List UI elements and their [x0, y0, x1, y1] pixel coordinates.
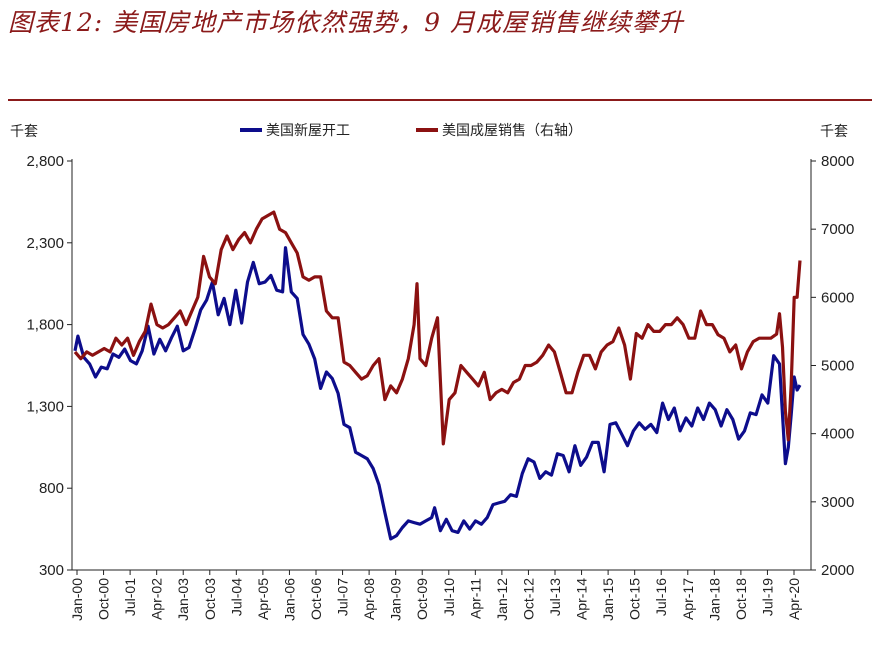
x-tick-label: Jul-04 — [228, 578, 244, 616]
right-tick-label: 2000 — [821, 562, 854, 579]
right-tick-label: 7000 — [821, 221, 854, 238]
series-line-existing-home-sales — [73, 210, 802, 446]
x-tick-label: Jul-10 — [441, 578, 457, 616]
x-tick-label: Jan-06 — [281, 578, 297, 621]
legend-label-starts: 美国新屋开工 — [266, 123, 350, 139]
left-tick-label: 2,300 — [26, 235, 64, 252]
x-tick-label: Jul-13 — [547, 578, 563, 616]
right-tick-label: 5000 — [821, 358, 854, 375]
series-lines — [73, 210, 802, 541]
legend-label-existing-sales: 美国成屋销售（右轴） — [442, 123, 582, 139]
x-tick-label: Jan-18 — [706, 578, 722, 621]
legend: 美国新屋开工 美国成屋销售（右轴） — [240, 123, 582, 139]
left-unit-label: 千套 — [10, 124, 38, 140]
right-tick-label: 6000 — [821, 289, 854, 306]
x-tick-label: Jan-09 — [388, 578, 404, 621]
x-tick-label: Jul-07 — [335, 578, 351, 616]
title-rule — [8, 99, 872, 101]
x-tick-label: Apr-11 — [467, 578, 483, 619]
right-tick-label: 8000 — [821, 153, 854, 170]
x-tick-label: Apr-14 — [574, 578, 590, 620]
x-tick-label: Apr-17 — [680, 578, 696, 620]
x-tick-labels: Jan-00 Oct-00 Jul-01 Apr-02 Jan-03 Oct-03 Jul-… — [69, 570, 802, 621]
x-tick-label: Jul-19 — [759, 578, 775, 616]
right-tick-label: 3000 — [821, 494, 854, 511]
series-line-housing-starts — [73, 246, 802, 541]
x-tick-label: Apr-05 — [255, 578, 271, 620]
axes — [71, 159, 812, 571]
x-tick-label: Apr-20 — [786, 578, 802, 620]
left-tick-label: 1,300 — [26, 398, 64, 415]
x-tick-label: Oct-18 — [733, 578, 749, 620]
x-tick-label: Jul-16 — [653, 578, 669, 616]
x-tick-label: Jul-01 — [122, 578, 138, 616]
left-tick-label: 2,800 — [26, 153, 64, 170]
left-tick-label: 800 — [39, 480, 64, 497]
x-tick-label: Oct-09 — [414, 578, 430, 620]
x-tick-label: Jan-00 — [69, 578, 85, 621]
x-tick-label: Oct-00 — [96, 578, 112, 620]
x-tick-label: Oct-12 — [520, 578, 536, 620]
x-tick-label: Oct-03 — [202, 578, 218, 620]
left-tick-labels: 2,800 2,300 1,800 1,300 800 300 — [26, 153, 72, 579]
x-tick-label: Apr-02 — [149, 578, 165, 620]
right-unit-label: 千套 — [820, 124, 848, 140]
right-tick-labels: 8000 7000 6000 5000 4000 3000 2000 — [811, 153, 854, 579]
x-tick-label: Jan-15 — [600, 578, 616, 621]
left-tick-label: 1,800 — [26, 317, 64, 334]
x-tick-label: Jan-12 — [494, 578, 510, 621]
x-tick-label: Oct-06 — [308, 578, 324, 620]
left-tick-label: 300 — [39, 562, 64, 579]
right-tick-label: 4000 — [821, 426, 854, 443]
x-tick-label: Jan-03 — [175, 578, 191, 621]
x-tick-label: Oct-15 — [627, 578, 643, 620]
x-tick-label: Apr-08 — [361, 578, 377, 620]
chart-title: 图表12: 美国房地产市场依然强势，9 月成屋销售继续攀升 — [8, 8, 685, 37]
